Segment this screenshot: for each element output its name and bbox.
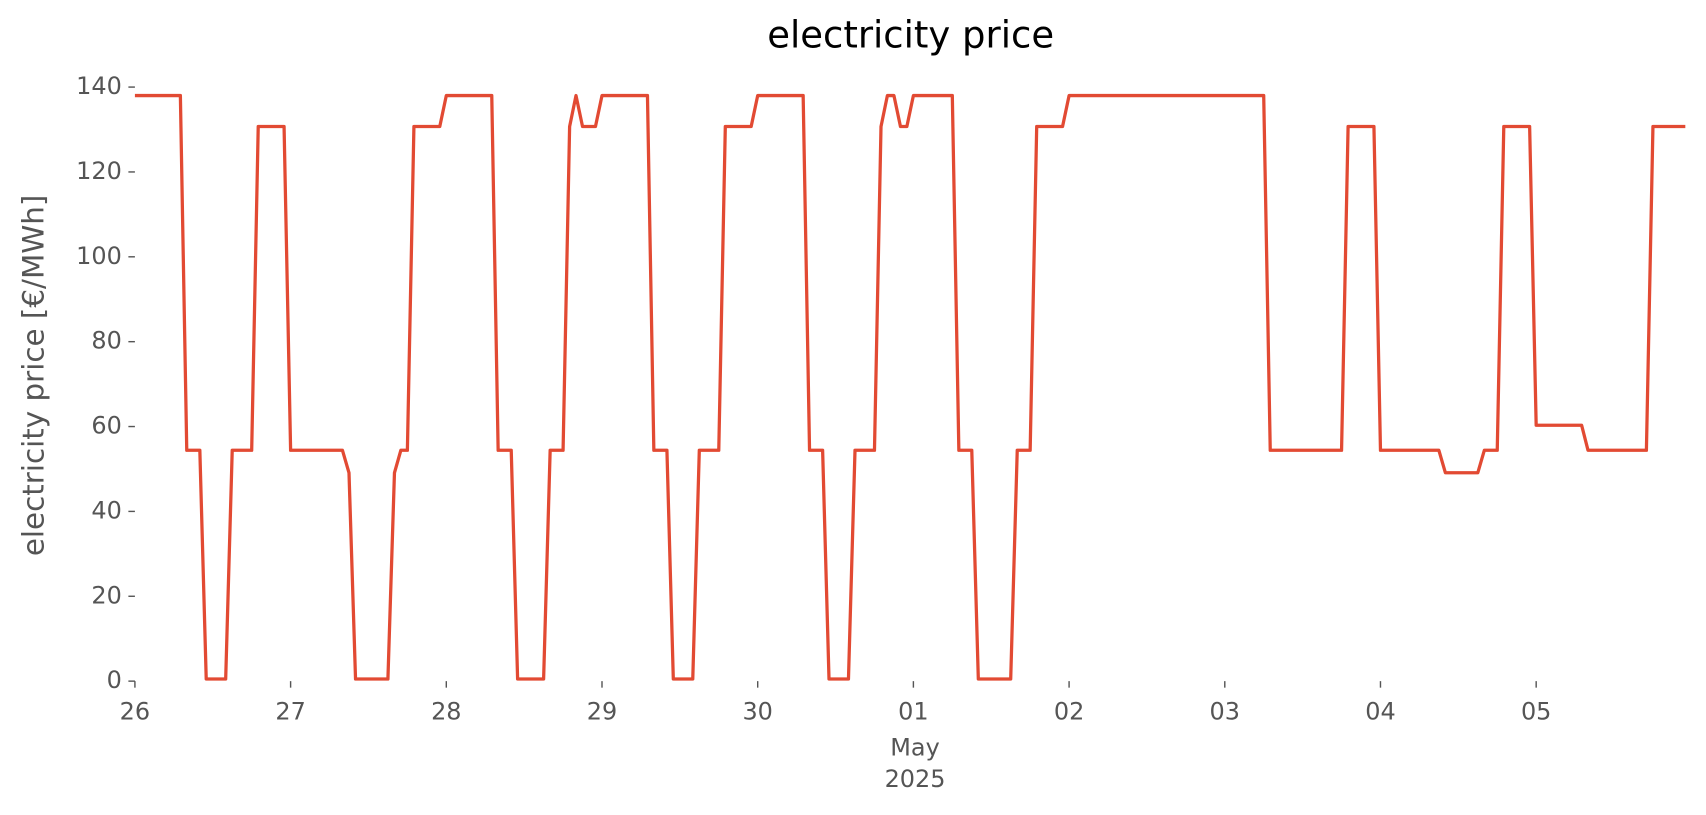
x-tick-label: 29 [587,698,617,726]
x-tick-label: 04 [1365,698,1395,726]
x-tick-label: 01 [898,698,928,726]
x-tick-label: 05 [1521,698,1551,726]
x-tick-label: 02 [1054,698,1084,726]
y-tick-label: 140 [76,72,122,100]
y-tick-label: 0 [107,666,122,694]
x-tick-label: 03 [1210,698,1240,726]
x-tick-label: 27 [275,698,305,726]
x-tick-label: 30 [742,698,772,726]
x-tick-label: 26 [120,698,150,726]
x-tick-label: 28 [431,698,461,726]
y-tick-label: 100 [76,242,122,270]
y-tick-label: 120 [76,157,122,185]
y-tick-label: 20 [91,581,121,609]
y-tick-label: 40 [91,496,121,524]
x-axis-label: 2025 [885,765,946,793]
series-line [134,93,1686,681]
y-axis-label: electricity price [€/MWh] [16,195,50,557]
y-tick-label: 80 [91,327,121,355]
chart-title: electricity price [767,14,1054,57]
x-axis-label: May [890,734,939,762]
y-tick-label: 60 [91,412,121,440]
